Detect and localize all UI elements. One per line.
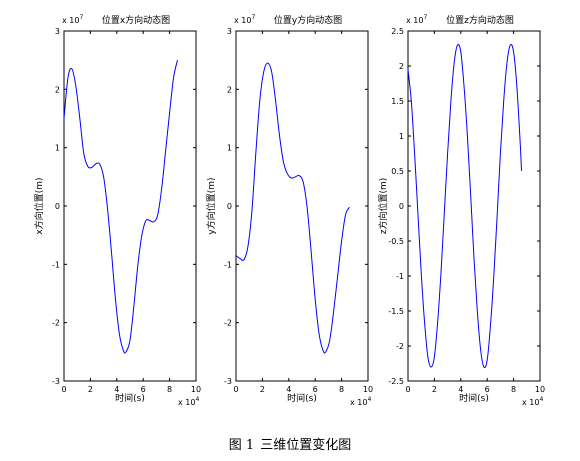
axes-box [407,30,541,382]
y-axis-multiplier: x 107 [234,14,255,25]
x-axis-multiplier: x 104 [522,396,543,407]
y-tick-label: -2 [224,319,232,328]
y-tick-label: -1 [224,260,232,269]
x-tick-label: 6 [485,385,490,394]
x-tick-label: 8 [167,385,172,394]
y-tick-label: -3 [52,377,60,386]
y-axis-multiplier: x 107 [62,14,83,25]
y-tick-label: 0 [399,202,404,211]
y-tick-label: 0 [55,202,60,211]
axes-box [235,30,369,382]
x-axis-multiplier-exponent: 4 [539,396,543,403]
x-axis-label: 时间(s) [115,392,145,404]
caption-prefix: 图 1 [228,438,255,453]
y-tick-label: 2 [399,62,404,71]
y-tick-label: -1 [396,272,404,281]
series-line [63,60,179,354]
series-line [407,43,523,369]
x-tick-label: 0 [61,385,66,394]
y-tick-label: 3 [227,27,232,36]
x-tick-label: 6 [313,385,318,394]
chart-title: 位置z方向动态图 [446,14,514,26]
y-tick-label: 2 [227,85,232,94]
y-tick-label: 1 [55,144,60,153]
y-axis-multiplier-exponent: 7 [251,14,255,21]
x-tick-label: 10 [191,385,201,394]
x-tick-label: 0 [233,385,238,394]
y-axis-multiplier: x 107 [406,14,427,25]
x-tick-label: 2 [88,385,93,394]
x-axis-multiplier-exponent: 4 [195,396,199,403]
x-tick-label: 6 [141,385,146,394]
y-axis-multiplier-exponent: 7 [79,14,83,21]
y-axis-label: x方向位置(m) [33,177,45,234]
y-tick-label: 3 [55,27,60,36]
x-tick-label: 8 [511,385,516,394]
figure-caption: 图 1 三维位置变化图 [0,434,580,453]
y-tick-label: 1 [399,132,404,141]
y-axis-label: z方向位置(m) [377,178,389,235]
x-tick-label: 4 [286,385,291,394]
y-tick-label: -3 [224,377,232,386]
chart-title: 位置x方向动态图 [102,14,170,26]
x-tick-label: 8 [339,385,344,394]
x-axis-multiplier: x 104 [350,396,371,407]
y-tick-label: -0.5 [388,237,404,246]
y-axis-multiplier-exponent: 7 [423,14,427,21]
y-tick-label: 2 [55,85,60,94]
chart-title: 位置y方向动态图 [274,14,342,26]
y-tick-label: -1.5 [388,307,404,316]
x-tick-label: 4 [114,385,119,394]
x-tick-label: 10 [535,385,545,394]
y-tick-label: 0.5 [391,167,404,176]
y-tick-label: -2 [396,342,404,351]
caption-text: 三维位置变化图 [260,438,352,453]
x-axis-multiplier-exponent: 4 [367,396,371,403]
x-tick-label: 4 [458,385,463,394]
x-axis-label: 时间(s) [459,392,489,404]
series-line [235,62,350,354]
y-tick-label: 2.5 [391,27,404,36]
x-axis-label: 时间(s) [287,392,317,404]
y-tick-label: -1 [52,260,60,269]
x-tick-label: 0 [405,385,410,394]
y-tick-label: 1.5 [391,97,404,106]
subplot-3: 0 2 4 6 8 10 2.5 2 1.5 1 0.5 0 -0.5 -1 -1.5 -2 -2.5 位置z方向… [377,14,545,407]
y-axis-label: y方向位置(m) [205,177,217,234]
x-tick-label: 10 [363,385,373,394]
y-tick-label: -2.5 [388,377,404,386]
y-tick-label: -2 [52,319,60,328]
axes-box [63,30,197,382]
x-tick-label: 2 [432,385,437,394]
y-tick-label: 0 [227,202,232,211]
x-tick-label: 2 [260,385,265,394]
x-axis-multiplier: x 104 [178,396,199,407]
y-tick-label: 1 [227,144,232,153]
